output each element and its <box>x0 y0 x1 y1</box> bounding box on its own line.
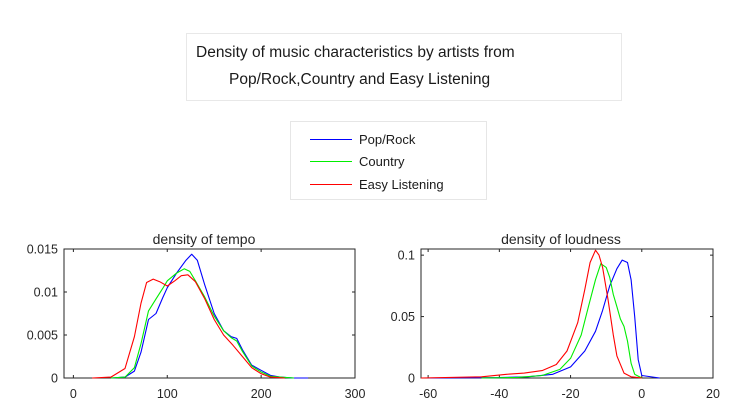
tempo-x-tick-label: 0 <box>70 387 77 401</box>
loudness-x-tick-label: -60 <box>419 387 437 401</box>
loudness-series-easy-listening <box>420 249 642 379</box>
legend-label-pop-rock: Pop/Rock <box>359 132 416 147</box>
legend-item-easy-listening: Easy Listening <box>291 176 486 196</box>
legend-swatch-pop-rock <box>310 139 352 140</box>
tempo-series-easy-listening <box>92 274 285 379</box>
loudness-x-tick-label: 20 <box>706 387 720 401</box>
figure-title-line-2: Pop/Rock,Country and Easy Listening <box>229 71 491 88</box>
loudness-y-tick-label: 0.05 <box>391 310 415 324</box>
legend-item-country: Country <box>291 153 486 173</box>
loudness-x-tick-label: 0 <box>638 387 645 401</box>
loudness-x-tick-label: -40 <box>490 387 508 401</box>
tempo-x-tick-label: 200 <box>251 387 272 401</box>
loudness-density-chart: density of loudness -60 -40 -20 0 20 0 0.05 0.1 <box>391 231 720 401</box>
loudness-y-tick-label: 0 <box>408 372 415 386</box>
tempo-y-tick-label: 0.01 <box>34 286 58 300</box>
legend-label-easy-listening: Easy Listening <box>359 177 444 192</box>
tempo-axes-box <box>63 248 356 379</box>
tempo-chart-title: density of tempo <box>153 231 256 247</box>
loudness-y-tick-label: 0.1 <box>398 249 415 263</box>
legend-swatch-easy-listening <box>310 184 352 185</box>
tempo-series-pop-rock <box>110 253 309 379</box>
legend: Pop/Rock Country Easy Listening <box>290 121 487 200</box>
tempo-y-tick-label: 0 <box>51 372 58 386</box>
tempo-y-tick-label: 0.015 <box>27 243 58 257</box>
legend-label-country: Country <box>359 154 405 169</box>
tempo-x-tick-label: 300 <box>345 387 366 401</box>
figure-title-box <box>186 33 622 101</box>
loudness-axes-box <box>420 248 714 379</box>
tempo-density-chart: density of tempo 0 100 200 300 0 0.005 0.01 0.0… <box>27 231 366 401</box>
tempo-series-country <box>110 268 295 379</box>
legend-item-pop-rock: Pop/Rock <box>291 131 486 151</box>
figure-title-line-1: Density of music characteristics by arti… <box>196 44 515 61</box>
loudness-series-country <box>481 263 643 379</box>
tempo-y-tick-label: 0.005 <box>27 329 58 343</box>
loudness-x-tick-label: -20 <box>562 387 580 401</box>
tempo-x-tick-label: 100 <box>157 387 178 401</box>
legend-swatch-country <box>310 161 352 162</box>
loudness-chart-title: density of loudness <box>501 231 621 247</box>
